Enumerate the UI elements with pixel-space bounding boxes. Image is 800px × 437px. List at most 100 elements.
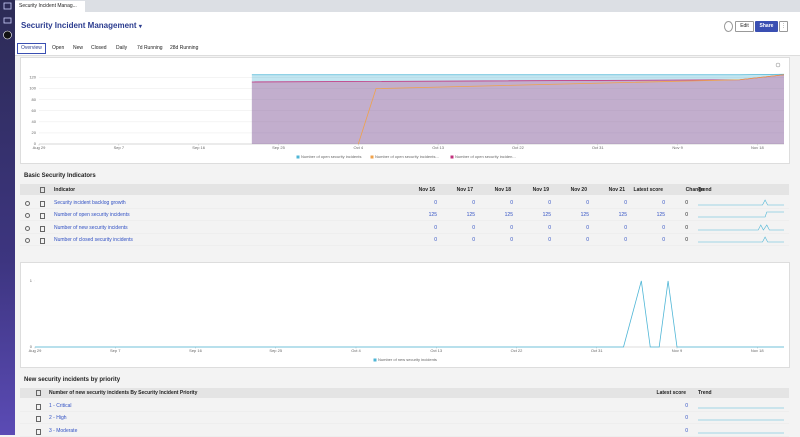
cell-value: 0: [434, 200, 437, 206]
priority-name[interactable]: 3 - Moderate: [49, 427, 78, 434]
cell-value: 0: [472, 224, 475, 231]
bookmark-icon[interactable]: [36, 428, 41, 435]
tab[interactable]: Open: [52, 45, 65, 51]
y-tick-label: 1: [30, 278, 33, 283]
x-tick-label: Nov 18: [751, 145, 764, 150]
trend-sparkline: [698, 432, 784, 433]
cell-value: 125: [542, 212, 551, 219]
cell-value: 0: [624, 200, 627, 206]
bookmark-icon[interactable]: [36, 416, 41, 423]
cell-value: 0: [510, 224, 513, 231]
cell-value: 125: [504, 212, 513, 219]
x-tick-label: Sep 16: [192, 145, 205, 150]
more-button[interactable]: ⋮: [779, 21, 788, 32]
column-header: Latest score: [656, 390, 686, 396]
column-header: Trend: [698, 187, 712, 193]
tab[interactable]: Closed: [91, 45, 107, 51]
dropdown-caret: ▾: [138, 24, 142, 30]
refresh-icon: [775, 62, 781, 68]
app-icon[interactable]: [3, 30, 12, 40]
latest-score: 0: [685, 427, 688, 434]
info-button[interactable]: [724, 21, 733, 32]
chart-card: 0 20 40 60 80 100 120 Aug 29 Sep 7 Sep 16 Sep 25 Oc…: [20, 57, 790, 164]
cell-value: 0: [586, 224, 589, 231]
indicator-name[interactable]: Security incident backlog growth: [54, 200, 126, 206]
row-divider: [20, 232, 789, 234]
x-tick-label: Oct 31: [591, 348, 604, 353]
legend-swatch: [370, 155, 374, 159]
row-divider: [20, 208, 789, 209]
row-divider: [20, 244, 789, 246]
info-icon[interactable]: [25, 225, 30, 231]
cell-value: 0: [434, 224, 437, 231]
sidebar: [0, 0, 15, 435]
bookmark-icon[interactable]: [40, 201, 45, 207]
x-tick-label: Oct 31: [592, 145, 605, 150]
priority-name[interactable]: 1 - Critical: [49, 403, 72, 409]
column-header[interactable]: Indicator: [54, 187, 76, 193]
row-divider: [20, 423, 789, 425]
column-header[interactable]: Number of new security incidents By Secu…: [49, 390, 198, 396]
column-header: Nov 20: [570, 187, 587, 193]
tab[interactable]: New: [73, 45, 84, 51]
x-tick-label: Sep 7: [114, 145, 125, 150]
column-header: Nov 18: [494, 187, 511, 193]
header-icon: [40, 187, 45, 193]
browser-tab[interactable]: Security Incident Manag...: [15, 1, 85, 12]
y-tick-label: 100: [29, 86, 36, 91]
trend-sparkline: [698, 236, 784, 243]
info-icon[interactable]: [25, 213, 30, 219]
area: [251, 74, 784, 144]
x-tick-label: Sep 7: [110, 348, 121, 353]
x-tick-label: Nov 9: [672, 145, 683, 150]
table-header: [20, 388, 789, 398]
column-header: Nov 21: [608, 187, 625, 193]
section-title: Basic Security Indicators: [24, 173, 96, 179]
tab[interactable]: 7d Running: [137, 45, 163, 51]
tab[interactable]: Overview: [17, 43, 46, 54]
bookmark-icon[interactable]: [36, 404, 41, 410]
indicator-name[interactable]: Number of new security incidents: [54, 224, 128, 231]
cell-value: 0: [510, 200, 513, 206]
table-header: [20, 184, 789, 195]
chart: 0 1 Aug 29 Sep 7 Sep 16 Sep 25 Oct 4 Oct 13 Oct …: [29, 278, 784, 362]
cell-value: 0: [586, 236, 589, 243]
column-header: Latest score: [633, 187, 663, 193]
x-tick-label: Oct 13: [430, 348, 443, 353]
line: [35, 280, 784, 348]
cell-value: 0: [472, 236, 475, 243]
info-icon[interactable]: [25, 201, 30, 206]
bookmark-icon[interactable]: [40, 225, 45, 232]
tab[interactable]: 28d Running: [170, 45, 199, 51]
x-tick-label: Nov 9: [672, 348, 683, 353]
title-text: Security Incident Management: [21, 21, 137, 30]
dashboard-title[interactable]: Security Incident Management ▾: [21, 21, 142, 30]
bookmark-icon[interactable]: [40, 213, 45, 220]
x-tick-label: Aug 29: [29, 348, 42, 353]
column-header: Trend: [698, 390, 712, 396]
share-button[interactable]: Share: [755, 21, 778, 32]
cell-value: 0: [548, 224, 551, 231]
edit-button[interactable]: Edit: [735, 21, 754, 32]
area: [251, 74, 784, 144]
info-icon[interactable]: [25, 237, 30, 243]
bookmark-icon[interactable]: [40, 237, 45, 244]
section-title: New security incidents by priority: [24, 377, 121, 383]
indicator-name[interactable]: Number of open security incidents: [54, 212, 130, 219]
tab[interactable]: Daily: [116, 45, 128, 51]
cell-value: 125: [580, 212, 589, 219]
change: 0: [685, 200, 688, 206]
latest-score: 0: [662, 200, 665, 206]
menu-icon[interactable]: [3, 17, 12, 24]
priority-name[interactable]: 2 - High: [49, 415, 67, 422]
column-header: Nov 17: [456, 187, 473, 193]
cell-value: 0: [548, 236, 551, 243]
change: 0: [685, 224, 688, 231]
x-tick-label: Sep 16: [189, 348, 202, 353]
cell-value: 0: [548, 200, 551, 206]
indicator-name[interactable]: Number of closed security incidents: [54, 236, 133, 243]
cell-value: 0: [624, 224, 627, 231]
cell-value: 0: [434, 236, 437, 243]
home-icon[interactable]: [3, 2, 12, 10]
trend-line: [698, 211, 784, 218]
